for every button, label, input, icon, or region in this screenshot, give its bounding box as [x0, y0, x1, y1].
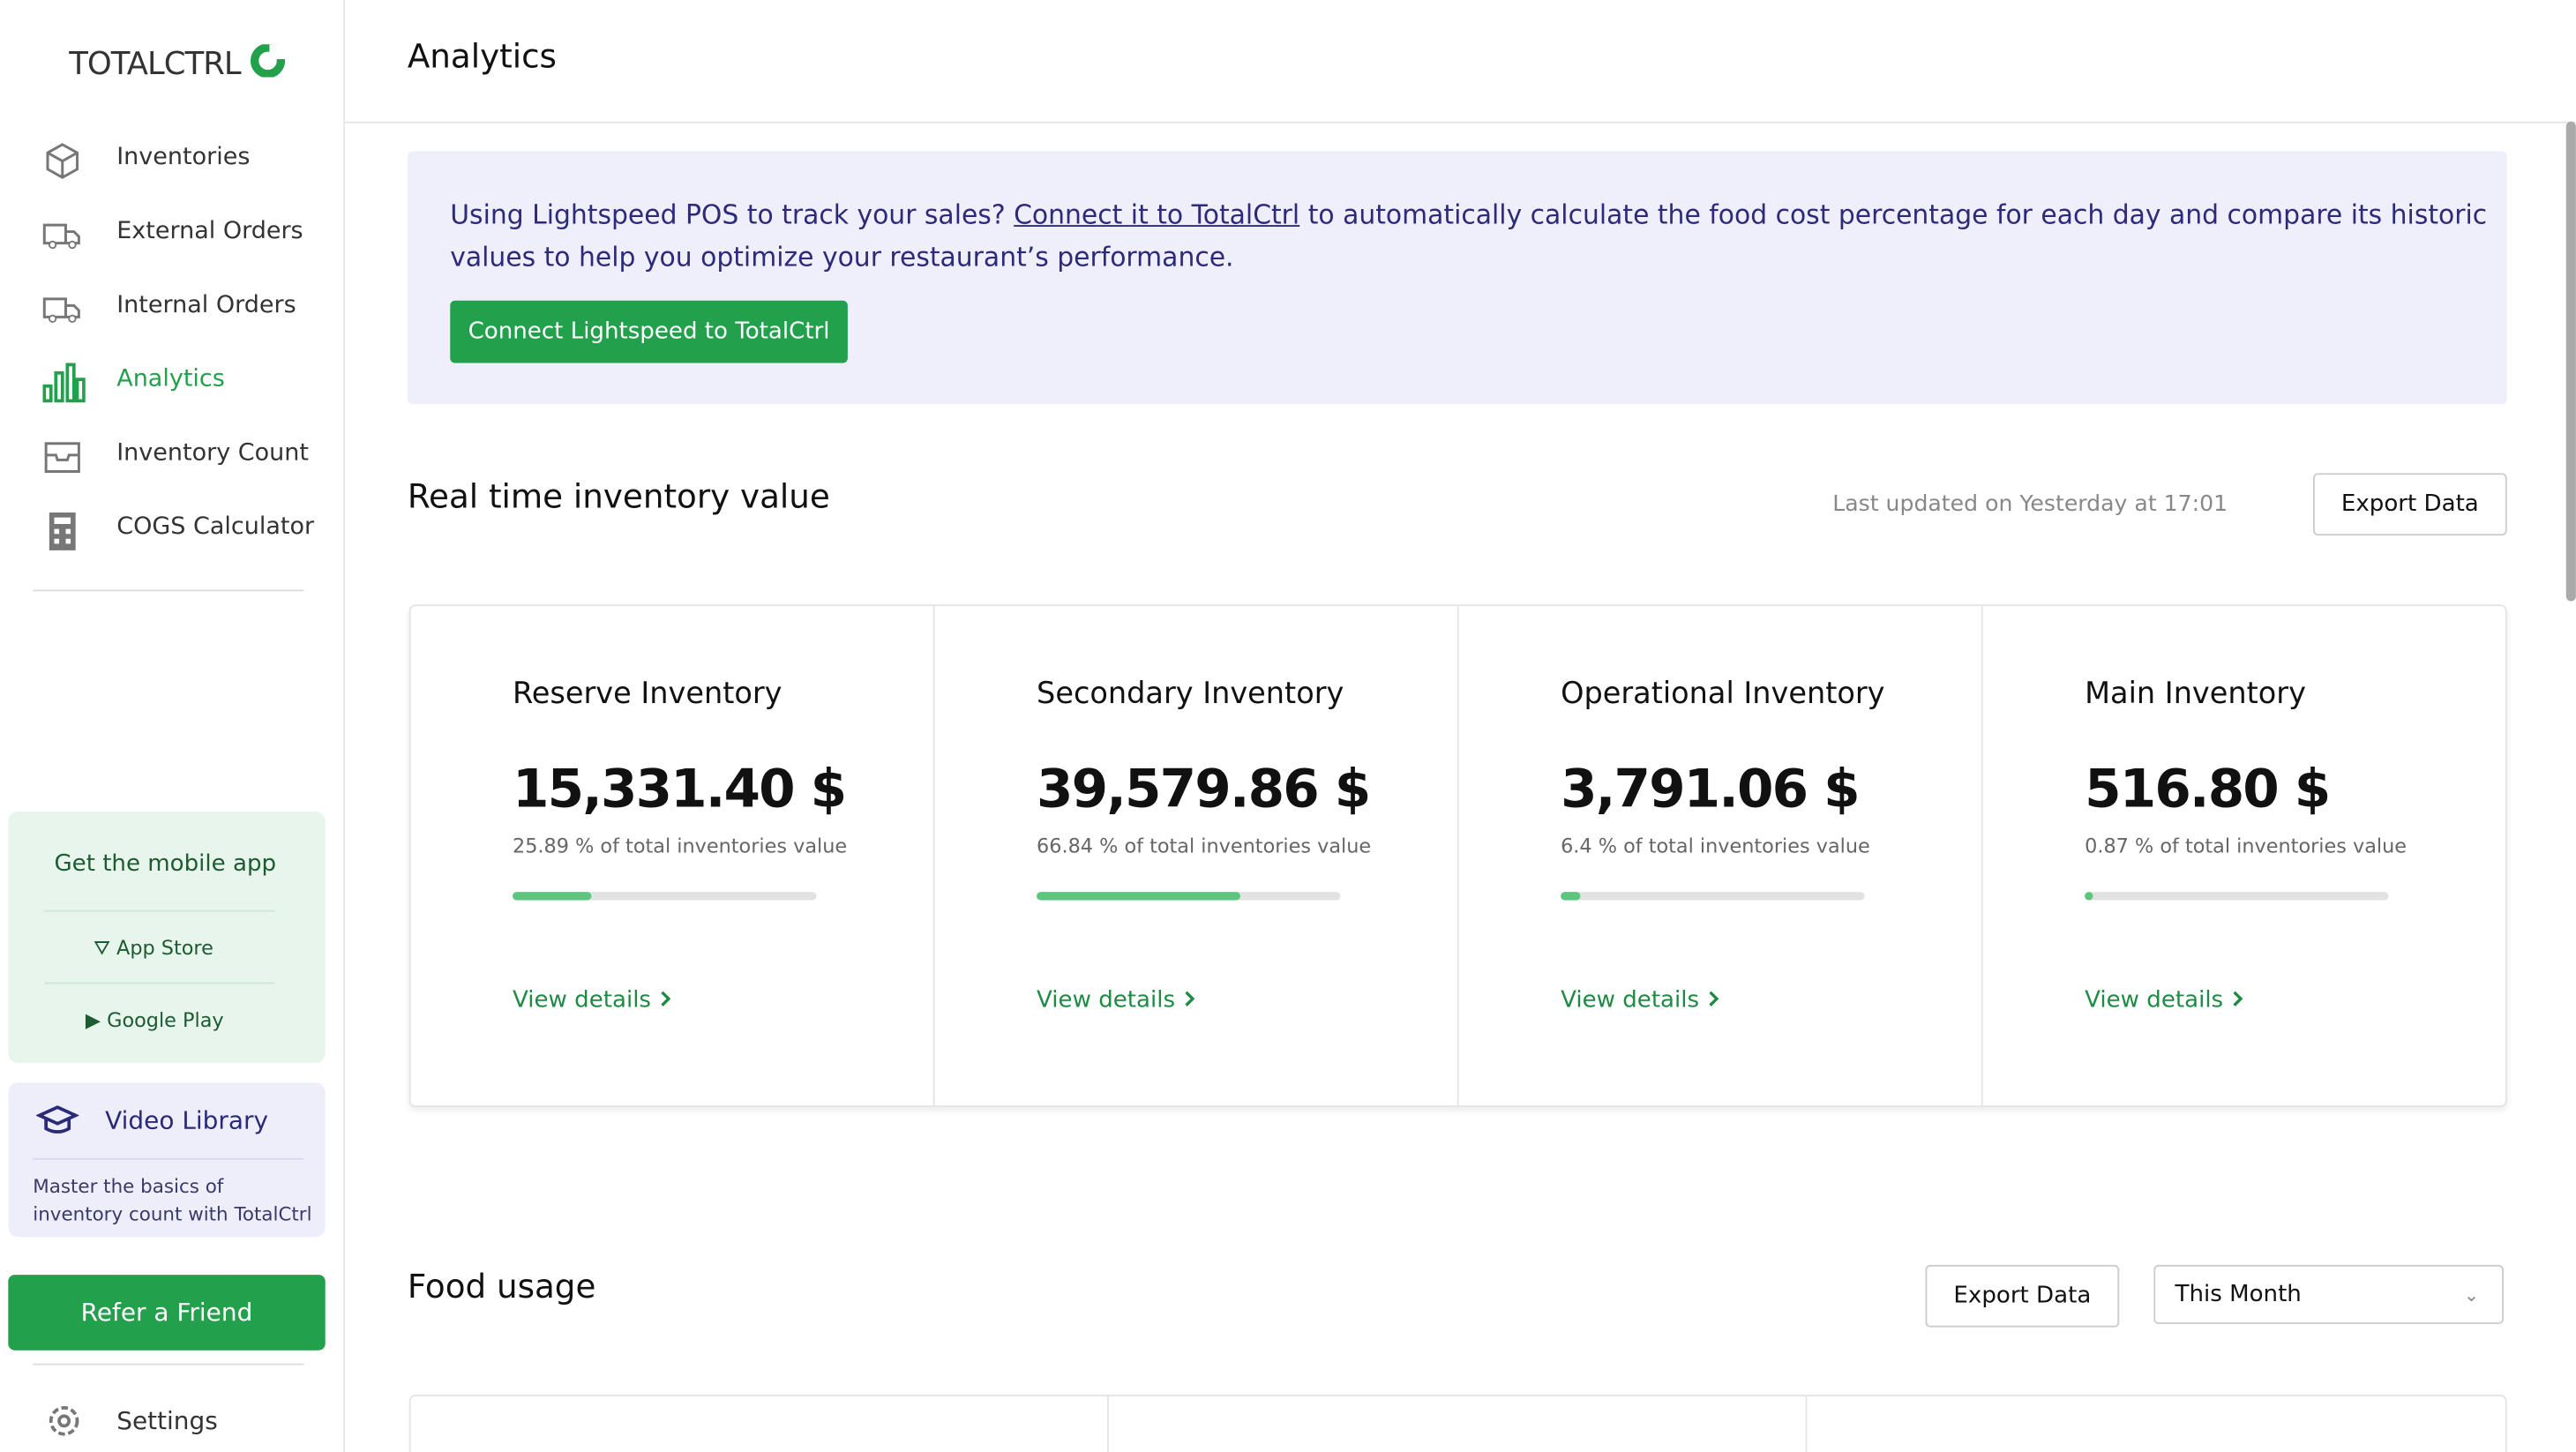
progress-track [1561, 892, 1865, 901]
page-title: Analytics [407, 35, 557, 76]
app-store-link[interactable]: ⛛ App Store [94, 936, 213, 960]
video-description: Master the basics of inventory count wit… [33, 1174, 312, 1226]
nav-item[interactable]: COGS Calculator [116, 513, 315, 541]
banner-text: Using Lightspeed POS to track your sales… [450, 198, 2488, 273]
nav-icon [42, 363, 86, 405]
nav-icon [42, 215, 85, 257]
progress-bar [513, 892, 592, 901]
divider [33, 1363, 304, 1366]
card-share: 66.84 % of total inventories value [1037, 834, 1372, 858]
inventory-card: Main Inventory 516.80 $ 0.87 % of total in… [1983, 606, 2505, 1105]
refer-button[interactable]: Refer a Friend [8, 1275, 326, 1351]
logo: TOTALCTRL [69, 43, 286, 82]
inventory-card: Operational Inventory 3,791.06 $ 6.4 % of … [1459, 606, 1983, 1106]
link-text[interactable]: View details [2085, 987, 2224, 1014]
nav-icon [42, 511, 85, 552]
view-details[interactable]: View details [513, 987, 671, 1014]
card-value: 15,331.40 $ [513, 757, 847, 820]
link-text[interactable]: View details [1037, 987, 1176, 1014]
logo-mark [250, 43, 286, 79]
divider [1805, 1396, 1808, 1452]
chevron [2232, 991, 2243, 1007]
icon [46, 143, 79, 179]
icon [42, 297, 80, 323]
card-title: Reserve Inventory [513, 677, 783, 712]
card-title: Operational Inventory [1561, 677, 1885, 712]
divider [44, 982, 274, 984]
progress-track [1037, 892, 1341, 901]
divider [1107, 1396, 1109, 1452]
export-button[interactable]: Export Data [2312, 473, 2507, 536]
header: Analytics [345, 0, 2576, 123]
chevron [1708, 991, 1719, 1007]
divider [33, 589, 304, 592]
icon [42, 363, 86, 403]
divider [44, 909, 274, 912]
progress-bar [1561, 892, 1581, 901]
period-select[interactable]: This Month ⌄ [2153, 1264, 2504, 1324]
scrollbar[interactable] [2565, 121, 2576, 602]
icon [44, 442, 80, 473]
inventory-card: Secondary Inventory 39,579.86 $ 66.84 % of… [935, 606, 1459, 1106]
card-title: Secondary Inventory [1037, 677, 1344, 712]
card-title: Main Inventory [2085, 677, 2306, 712]
nav-icon [42, 437, 85, 478]
food-usage-panel [408, 1395, 2507, 1452]
card-share: 6.4 % of total inventories value [1561, 834, 1870, 858]
nav-item[interactable]: Inventory Count [116, 440, 309, 467]
view-details[interactable]: View details [1561, 987, 1719, 1014]
chevron [660, 991, 670, 1007]
nav-item[interactable]: External Orders [116, 218, 303, 245]
banner-link[interactable]: Connect it to TotalCtrl [1014, 198, 1300, 230]
nav-item[interactable]: Internal Orders [116, 292, 296, 319]
progress-track [513, 892, 817, 901]
section-title: Real time inventory value [407, 476, 830, 516]
last-updated: Last updated on Yesterday at 17:01 [1832, 490, 2228, 518]
icon [35, 1105, 79, 1134]
link-text[interactable]: View details [513, 987, 652, 1014]
google-play-link[interactable]: ▶ Google Play [85, 1008, 224, 1032]
icon [49, 513, 76, 550]
video-title: Video Library [105, 1105, 269, 1135]
banner: Using Lightspeed POS to track your sales… [407, 151, 2507, 405]
sidebar: TOTALCTRL Get the mobile app ⛛ App Store… [0, 0, 346, 1452]
card-value: 3,791.06 $ [1561, 757, 1861, 820]
nav-item[interactable]: Inventories [116, 144, 251, 171]
progress-track [2085, 892, 2389, 901]
icon [42, 223, 80, 250]
view-details[interactable]: View details [2085, 987, 2243, 1014]
inventory-card: Reserve Inventory 15,331.40 $ 25.89 % of t… [411, 606, 935, 1106]
card-share: 25.89 % of total inventories value [513, 834, 848, 858]
cards: Reserve Inventory 15,331.40 $ 25.89 % of t… [408, 604, 2507, 1108]
export-button[interactable]: Export Data [1925, 1264, 2120, 1328]
video-library[interactable]: Video Library Master the basics of inven… [8, 1082, 326, 1238]
card-share: 0.87 % of total inventories value [2085, 834, 2408, 858]
settings-icon [49, 1406, 79, 1436]
nav-icon [42, 289, 85, 331]
nav-icon [42, 141, 85, 183]
chevron [1184, 991, 1194, 1007]
link-text[interactable]: View details [1561, 987, 1700, 1014]
settings-link[interactable]: Settings [116, 1406, 218, 1436]
card-value: 516.80 $ [2085, 757, 2331, 820]
progress-bar [2085, 892, 2093, 901]
nav-item[interactable]: Analytics [116, 366, 225, 393]
card-value: 39,579.86 $ [1037, 757, 1371, 820]
connect-button[interactable]: Connect Lightspeed to TotalCtrl [450, 300, 848, 363]
mobile-app-box: Get the mobile app ⛛ App Store ▶ Google … [8, 811, 326, 1063]
progress-bar [1037, 892, 1240, 901]
view-details[interactable]: View details [1037, 987, 1195, 1014]
section-title: Food usage [407, 1266, 596, 1306]
mobile-title: Get the mobile app [54, 850, 277, 878]
divider [33, 1157, 304, 1160]
